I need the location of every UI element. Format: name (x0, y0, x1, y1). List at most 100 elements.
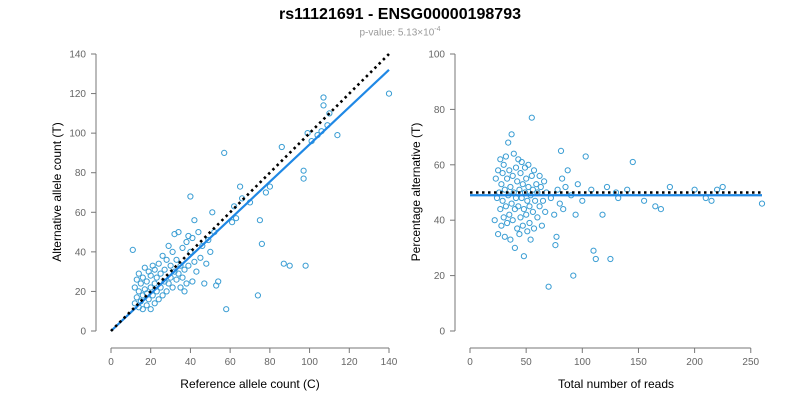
data-point (173, 276, 180, 283)
data-point (320, 94, 327, 101)
p-value-exponent: -4 (434, 26, 441, 33)
x-tick-label: 20 (145, 357, 157, 368)
data-point (175, 270, 182, 277)
data-point (135, 288, 142, 295)
data-point (554, 186, 561, 193)
data-point (278, 143, 285, 151)
data-point (521, 164, 529, 171)
data-point (498, 181, 505, 188)
data-point (525, 183, 532, 191)
data-point (551, 211, 558, 218)
scatter-plot-percentage-alternative: 0 50 100 150 200 250 0 20 40 60 80 100 Total number … (409, 50, 766, 391)
data-point (505, 139, 512, 146)
data-point (545, 283, 552, 290)
y-tick-label: 40 (75, 247, 87, 258)
y-tick-label: 100 (428, 50, 445, 61)
data-point (501, 233, 508, 240)
x-axis-title: Reference allele count (C) (180, 377, 319, 391)
y-tick-label: 140 (69, 50, 86, 61)
x-tick-label: 0 (108, 357, 114, 368)
x-tick-label: 100 (574, 357, 591, 368)
data-point (179, 274, 186, 281)
data-point (539, 197, 547, 204)
x-tick-label: 200 (686, 357, 703, 368)
data-point (173, 256, 180, 263)
y-tick-label: 20 (434, 271, 446, 282)
data-point (189, 234, 196, 242)
chart-title: rs11121691 - ENSG00000198793 (279, 6, 521, 23)
p-value-text: p-value: 5.13×10 (359, 27, 435, 39)
data-point (512, 164, 520, 171)
data-point (495, 231, 502, 238)
data-point (592, 255, 599, 263)
data-point (501, 186, 508, 193)
data-point (564, 167, 571, 174)
data-point (185, 262, 192, 269)
data-point (237, 183, 244, 190)
data-point (579, 197, 586, 204)
data-point (189, 278, 196, 285)
x-tick-label: 140 (381, 357, 398, 368)
y-axis-title: Alternative allele count (T) (50, 122, 64, 261)
data-point (131, 284, 138, 291)
x-tick-label: 50 (521, 357, 533, 368)
y-tick-label: 120 (69, 89, 86, 100)
data-point (518, 158, 525, 166)
data-point (326, 110, 333, 117)
data-point (169, 284, 176, 291)
data-point (691, 186, 698, 193)
data-point (541, 178, 548, 185)
data-point (157, 270, 164, 277)
data-point (511, 206, 519, 213)
data-point (530, 225, 538, 232)
data-point (516, 231, 523, 238)
data-point (517, 170, 524, 177)
x-axis-title: Total number of reads (558, 377, 674, 391)
data-point (559, 175, 566, 182)
data-point (758, 200, 766, 207)
p-value-subtitle: p-value: 5.13×10-4 (0, 26, 800, 38)
reference-line (110, 53, 390, 332)
data-point (491, 217, 498, 224)
data-point (536, 203, 543, 210)
data-point (153, 274, 160, 281)
data-point (256, 217, 263, 224)
data-point (165, 242, 172, 249)
data-point (590, 247, 597, 254)
data-point (143, 278, 150, 285)
data-point (133, 294, 140, 301)
data-point (514, 225, 521, 232)
data-point (163, 288, 170, 295)
data-point (529, 186, 536, 193)
data-point (151, 266, 158, 273)
data-point (509, 172, 516, 179)
x-tick-label: 250 (742, 357, 759, 368)
data-point (502, 153, 510, 160)
data-point (520, 253, 528, 260)
data-point (191, 258, 198, 265)
data-point (233, 215, 240, 222)
data-point (155, 260, 162, 267)
data-point (582, 153, 589, 160)
data-point (708, 197, 715, 204)
data-point (500, 214, 507, 221)
data-point (515, 156, 522, 163)
data-point (652, 203, 659, 210)
data-point (507, 236, 514, 243)
data-point (141, 264, 148, 271)
data-point (231, 203, 238, 210)
data-point (195, 229, 202, 236)
y-axis-title: Percentage alternative (T) (409, 123, 423, 262)
y-tick-label: 100 (69, 129, 86, 140)
data-point (542, 208, 549, 215)
data-point (629, 158, 636, 166)
data-point (500, 161, 507, 168)
data-point (169, 248, 176, 255)
data-point (223, 306, 230, 313)
data-point (528, 114, 535, 121)
data-point (519, 222, 526, 229)
data-point (385, 90, 393, 97)
data-point (286, 262, 293, 269)
data-point (262, 189, 269, 196)
data-point (524, 197, 531, 204)
